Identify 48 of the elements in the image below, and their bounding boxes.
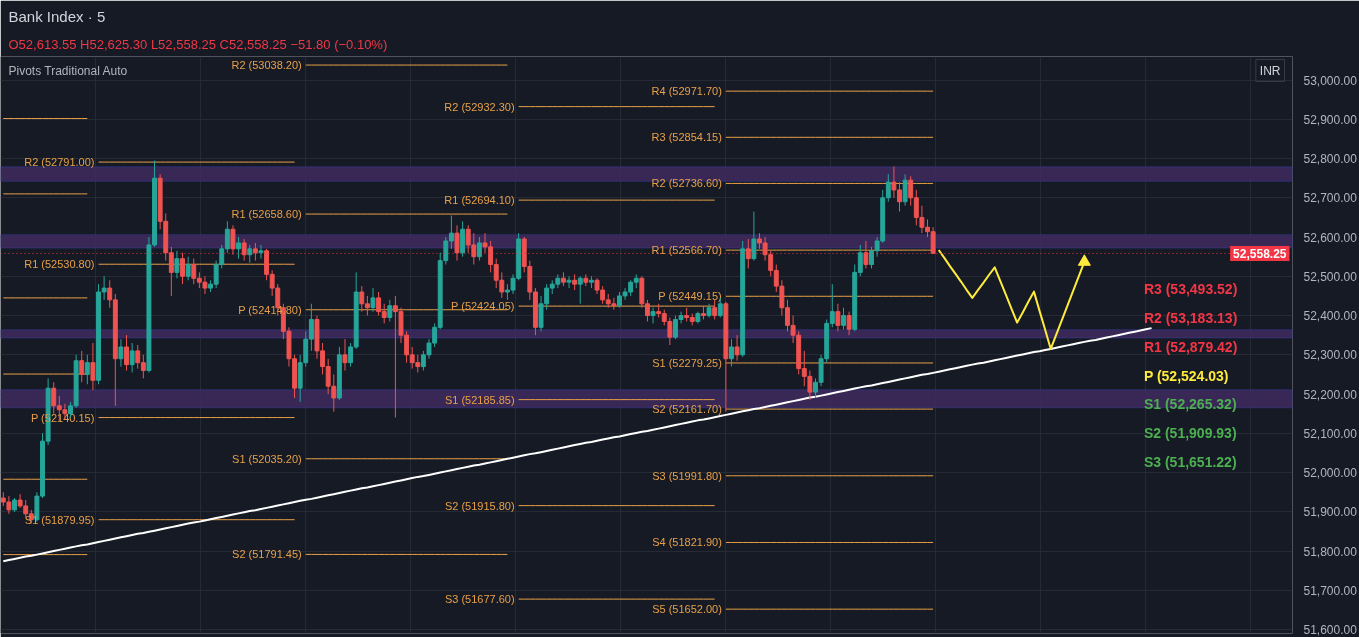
data-label: R1 (52530.80) (24, 258, 95, 271)
chart-title: Bank Index · 5 (8, 7, 106, 25)
data-label: S4 (51821.90) (652, 536, 722, 549)
data-label: R2 (53038.20) (231, 59, 302, 72)
y-tick-label: 51,600.00 (1303, 623, 1358, 637)
data-label: R2 (52791.00) (24, 156, 95, 169)
annotation: R3 (53,493.52) (1143, 281, 1238, 298)
data-label: S1 (52279.25) (652, 356, 722, 369)
ref-line-label: 52,558.25 (1233, 246, 1287, 261)
data-label: S5 (51652.00) (652, 603, 722, 616)
data-label: R4 (52971.70) (651, 85, 722, 98)
data-label: S2 (51915.80) (444, 499, 515, 512)
annotation: S1 (52,265.32) (1143, 396, 1237, 413)
data-label: S1 (52185.85) (444, 393, 515, 406)
y-tick-label: 52,400.00 (1303, 309, 1358, 324)
data-label: S2 (51791.45) (232, 548, 302, 561)
data-label: R2 (52932.30) (444, 100, 515, 113)
data-label: P (52449.15) (658, 290, 722, 303)
y-tick-label: 52,300.00 (1303, 348, 1358, 363)
y-tick-label: 52,500.00 (1303, 269, 1358, 284)
y-tick-label: 52,200.00 (1303, 387, 1358, 402)
y-tick-label: 51,900.00 (1303, 505, 1358, 520)
data-label: R3 (52854.15) (651, 131, 722, 144)
y-tick-label: 52,800.00 (1303, 152, 1358, 167)
annotation: R1 (52,879.42) (1143, 338, 1238, 355)
y-tick-label: 51,800.00 (1303, 544, 1358, 559)
y-tick-label: 52,600.00 (1303, 230, 1358, 245)
annotation: S2 (51,909.93) (1143, 425, 1237, 442)
chart-subtitle: O52,613.55 H52,625.30 L52,558.25 C52,558.25 −51.80 (−0.10%) (8, 36, 388, 52)
data-label: R1 (52694.10) (444, 194, 515, 207)
y-tick-label: 52,000.00 (1303, 466, 1358, 481)
y-tick-label: 52,700.00 (1303, 191, 1358, 206)
data-label: S1 (52035.20) (232, 452, 302, 465)
data-label: R2 (52736.60) (651, 177, 722, 190)
data-label: R1 (52566.70) (651, 244, 722, 257)
annotation: P (52,524.03) (1143, 367, 1229, 384)
data-label: S3 (51991.80) (652, 469, 722, 482)
data-label: R1 (52658.60) (231, 208, 302, 221)
y-tick-label: 51,700.00 (1303, 583, 1358, 598)
y-tick-label: 53,000.00 (1303, 73, 1358, 88)
y-tick-label: 52,900.00 (1303, 112, 1358, 127)
annotation: R2 (53,183.13) (1143, 309, 1238, 326)
annotation: Pivots Traditional Auto (8, 63, 128, 78)
y-tick-label: 52,100.00 (1303, 426, 1358, 441)
data-label: S2 (52161.70) (652, 403, 722, 416)
annotation: S3 (51,651.22) (1143, 454, 1237, 471)
data-label: S3 (51677.60) (444, 593, 515, 606)
text: INR (1259, 63, 1281, 78)
